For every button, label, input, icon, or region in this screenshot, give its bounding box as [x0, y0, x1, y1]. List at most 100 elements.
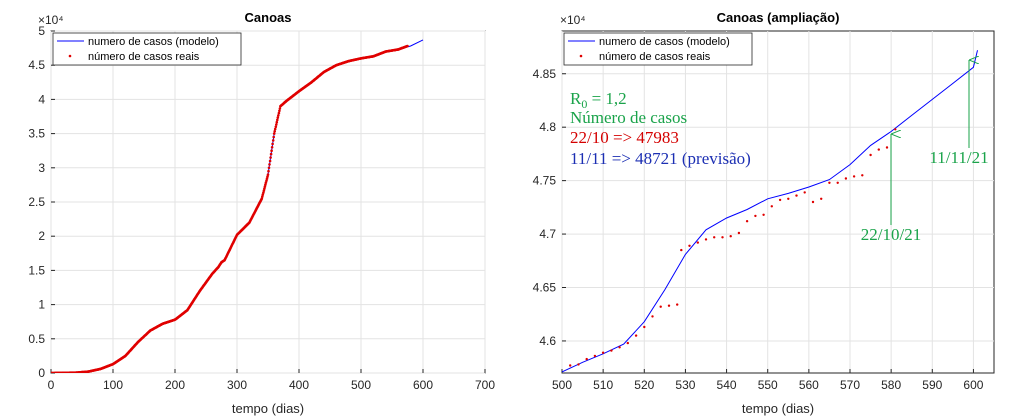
y-tick-label: 3.5	[28, 127, 45, 141]
x-tick-label: 700	[475, 378, 495, 392]
legend-item-real: número de casos reais	[88, 51, 200, 63]
data-point-real	[721, 236, 724, 239]
y-tick-label: 0.5	[28, 332, 45, 346]
x-tick-label: 0	[48, 378, 55, 392]
data-point-real	[754, 214, 757, 218]
data-point-real	[261, 195, 264, 198]
y-tick-label: 4	[38, 92, 45, 106]
y-tick-label: 2.5	[28, 195, 45, 209]
x-tick-label: 500	[351, 378, 371, 392]
x-tick-label: 100	[103, 378, 123, 392]
chart-title-left: Canoas	[245, 10, 292, 25]
data-point-real	[828, 181, 831, 184]
data-point-real	[263, 187, 266, 190]
data-point-real	[270, 146, 274, 149]
data-point-real	[268, 159, 272, 163]
x-tick-label: 510	[593, 378, 613, 392]
data-point-real	[274, 125, 278, 129]
data-point-real	[601, 351, 605, 354]
data-point-real	[667, 304, 671, 307]
x-tick-label: 540	[717, 378, 737, 392]
data-point-real	[626, 341, 629, 345]
x-tick-label: 400	[289, 378, 309, 392]
series-left	[51, 39, 424, 373]
data-point-real	[688, 244, 691, 247]
grid-left	[50, 30, 486, 374]
arrow-22-10: 22/10/21	[861, 134, 921, 244]
y-tick-label: 4.7	[539, 227, 556, 241]
data-point-real	[266, 173, 270, 176]
grid-right	[561, 31, 994, 373]
data-point-real	[272, 132, 276, 135]
chart-right: 500 510 520 530 540 550 560 570 580 590 600 4.6 4.65…	[533, 10, 995, 416]
data-point-real	[273, 127, 277, 131]
x-tick-label: 580	[881, 378, 901, 392]
data-point-real	[770, 205, 773, 208]
x-tick-label: 590	[922, 378, 942, 392]
data-point-real	[271, 142, 274, 146]
data-point-real	[745, 220, 749, 223]
data-point-real	[263, 185, 267, 188]
data-point-real	[729, 235, 732, 238]
data-point-real	[610, 349, 613, 352]
data-point-real	[787, 197, 790, 200]
annotation-block: R0 = 1,2 Número de casos 22/10 => 47983 …	[570, 89, 751, 168]
data-point-real	[277, 111, 281, 115]
x-tick-label: 550	[758, 378, 778, 392]
data-point-real	[262, 191, 265, 194]
x-tick-label: 300	[227, 378, 247, 392]
y-exponent-left: ×10⁴	[38, 13, 64, 27]
data-point-real	[676, 303, 679, 306]
data-point-real	[265, 179, 268, 182]
series-line-model	[562, 50, 978, 373]
ticks-right: 500 510 520 530 540 550 560 570 580 590 600 4.6 4.65…	[533, 67, 984, 392]
y-tick-label: 3	[38, 161, 45, 175]
data-point-real	[696, 241, 699, 244]
data-point-real	[634, 334, 638, 337]
legend-left: numero de casos (modelo) número de casos…	[52, 32, 242, 66]
annotation-real-count: 22/10 => 47983	[570, 128, 679, 147]
data-point-real	[795, 194, 798, 197]
arrow-label-11-11: 11/11/21	[929, 148, 988, 167]
data-point-real	[778, 198, 782, 202]
y-tick-label: 4.5	[28, 58, 45, 72]
data-point-real	[267, 169, 270, 173]
chart-left: 0 100 200 300 400 500 600 700 0 0.5 1 1.5 2 2.5 3 3.5 4 4…	[28, 10, 495, 416]
data-point-real	[861, 174, 864, 177]
data-point-real	[762, 213, 765, 216]
data-point-real	[894, 128, 897, 131]
data-point-real	[265, 177, 269, 180]
data-point-real	[569, 364, 572, 367]
y-tick-label: 5	[38, 24, 45, 38]
data-point-real	[643, 325, 646, 329]
data-point-real	[885, 146, 889, 149]
y-tick-label: 4.8	[539, 120, 556, 134]
data-point-real	[406, 44, 409, 48]
series-right	[562, 50, 978, 373]
data-point-real	[264, 181, 268, 184]
x-tick-label: 200	[165, 378, 185, 392]
data-point-real	[275, 123, 278, 126]
data-point-real	[278, 109, 281, 113]
x-tick-label: 560	[799, 378, 819, 392]
legend-right: numero de casos (modelo) número de casos…	[563, 32, 753, 66]
arrow-11-11: 11/11/21	[929, 60, 989, 167]
annotation-cases-title: Número de casos	[570, 108, 687, 127]
x-axis-label-left: tempo (dias)	[232, 401, 304, 416]
data-point-real	[262, 189, 266, 192]
data-point-real	[270, 149, 273, 152]
legend-item-real-right: número de casos reais	[599, 51, 711, 63]
data-point-real	[811, 200, 815, 204]
data-point-real	[844, 177, 848, 180]
data-point-real	[269, 156, 272, 159]
y-tick-label: 4.75	[533, 174, 557, 188]
data-point-real	[269, 152, 273, 156]
data-point-real	[836, 181, 839, 184]
data-point-real	[267, 166, 271, 170]
data-point-real	[278, 107, 282, 110]
legend-item-model: numero de casos (modelo)	[88, 36, 219, 48]
plot-area-right	[561, 30, 995, 374]
data-point-real	[680, 248, 683, 252]
x-axis-label-right: tempo (dias)	[742, 401, 814, 416]
